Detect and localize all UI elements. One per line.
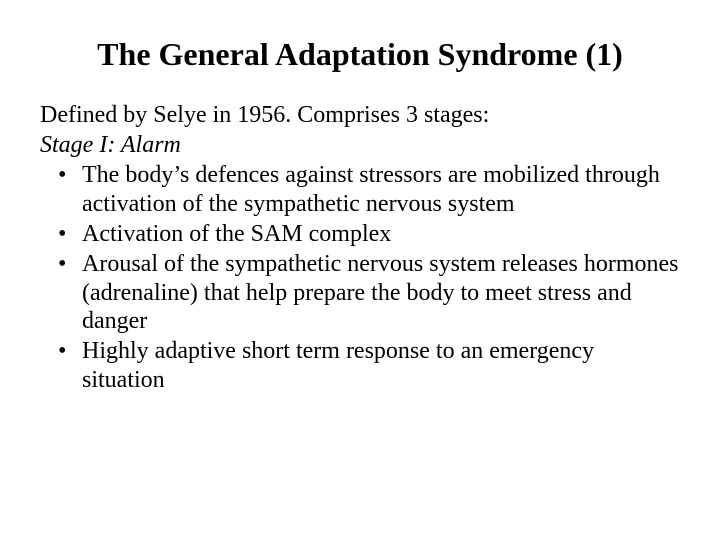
slide: The General Adaptation Syndrome (1) Defi… <box>0 0 720 540</box>
list-item: Highly adaptive short term response to a… <box>68 337 680 394</box>
stage-label: Stage I: Alarm <box>40 131 680 159</box>
list-item: The body’s defences against stressors ar… <box>68 161 680 218</box>
intro-text: Defined by Selye in 1956. Comprises 3 st… <box>40 101 680 129</box>
slide-body: Defined by Selye in 1956. Comprises 3 st… <box>40 101 680 394</box>
bullet-list: The body’s defences against stressors ar… <box>40 161 680 394</box>
slide-title: The General Adaptation Syndrome (1) <box>40 36 680 73</box>
list-item: Arousal of the sympathetic nervous syste… <box>68 250 680 335</box>
list-item: Activation of the SAM complex <box>68 220 680 248</box>
